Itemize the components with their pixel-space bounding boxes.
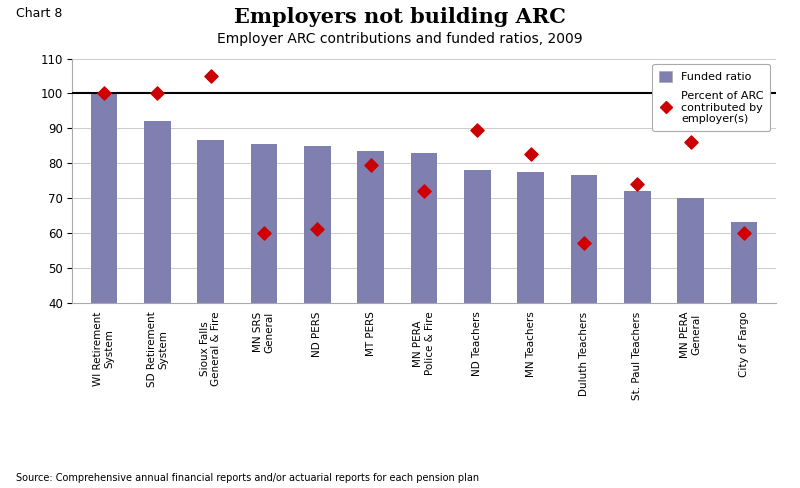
- Point: [471, 126, 484, 134]
- Point: [364, 161, 377, 169]
- Point: [524, 150, 537, 158]
- Text: Employer ARC contributions and funded ratios, 2009: Employer ARC contributions and funded ra…: [217, 32, 583, 46]
- Text: Source: Comprehensive annual financial reports and/or actuarial reports for each: Source: Comprehensive annual financial r…: [16, 473, 479, 483]
- Legend: Funded ratio, Percent of ARC
contributed by
employer(s): Funded ratio, Percent of ARC contributed…: [652, 64, 770, 131]
- Text: Chart 8: Chart 8: [16, 7, 62, 20]
- Bar: [250, 144, 278, 442]
- Bar: [410, 153, 438, 442]
- Bar: [358, 151, 384, 442]
- Point: [631, 180, 644, 188]
- Bar: [624, 191, 650, 442]
- Text: Employers not building ARC: Employers not building ARC: [234, 7, 566, 27]
- Point: [418, 187, 430, 195]
- Bar: [144, 122, 170, 442]
- Bar: [90, 93, 118, 442]
- Point: [98, 89, 110, 97]
- Point: [204, 72, 217, 80]
- Bar: [570, 175, 598, 442]
- Point: [311, 225, 324, 233]
- Point: [578, 240, 590, 247]
- Point: [258, 229, 270, 237]
- Bar: [464, 170, 490, 442]
- Point: [684, 138, 697, 146]
- Point: [151, 89, 164, 97]
- Bar: [518, 172, 544, 442]
- Bar: [730, 223, 758, 442]
- Bar: [678, 198, 704, 442]
- Point: [738, 229, 750, 237]
- Bar: [198, 141, 224, 442]
- Bar: [304, 146, 330, 442]
